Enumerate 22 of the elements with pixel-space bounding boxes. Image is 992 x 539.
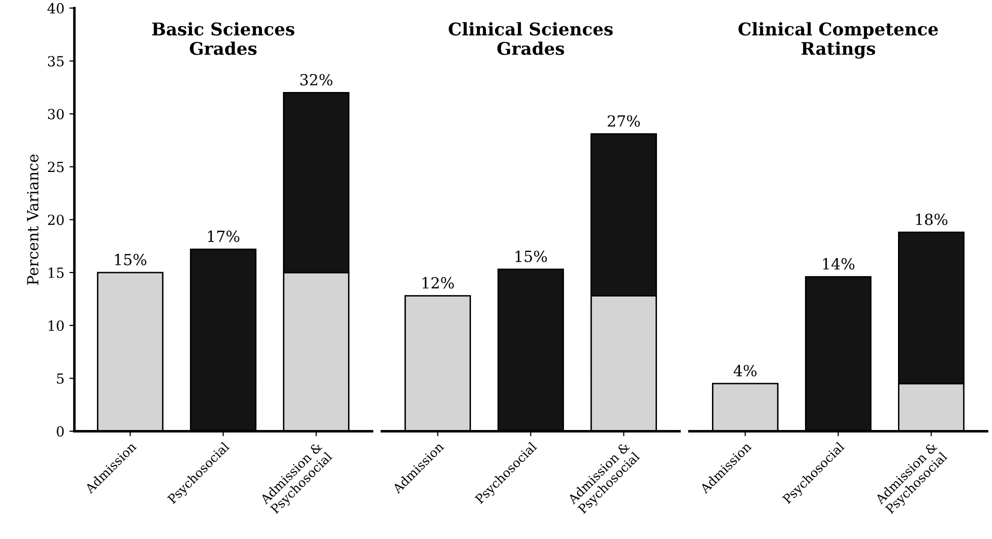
text: Clinical Sciences Grades <box>448 22 613 56</box>
total-label: 14% <box>823 258 854 270</box>
y-tick-label: 25 <box>48 162 64 172</box>
total-label: 18% <box>916 214 948 226</box>
total-label: 17% <box>208 230 240 242</box>
total-label: 32% <box>300 74 332 86</box>
y-tick-label: 0 <box>56 426 64 437</box>
total-label: 12% <box>422 277 454 289</box>
y-tick-label: 10 <box>48 320 64 331</box>
text: Basic Sciences Grades <box>152 22 294 56</box>
y-tick-label: 5 <box>57 373 64 384</box>
y-tick-label: 30 <box>48 108 64 120</box>
total-label: 27% <box>608 115 640 127</box>
text: Clinical Competence Ratings <box>738 22 938 59</box>
y-tick-label: 15 <box>48 268 64 278</box>
y-tick-label: 40 <box>47 3 64 14</box>
y-tick-label: 35 <box>48 56 64 66</box>
total-label: 15% <box>516 250 547 262</box>
y-axis-title: Percent Variance <box>27 154 38 285</box>
y-tick-label: 20 <box>48 214 64 226</box>
total-label: 15% <box>115 254 146 266</box>
total-label: 4% <box>734 364 757 376</box>
